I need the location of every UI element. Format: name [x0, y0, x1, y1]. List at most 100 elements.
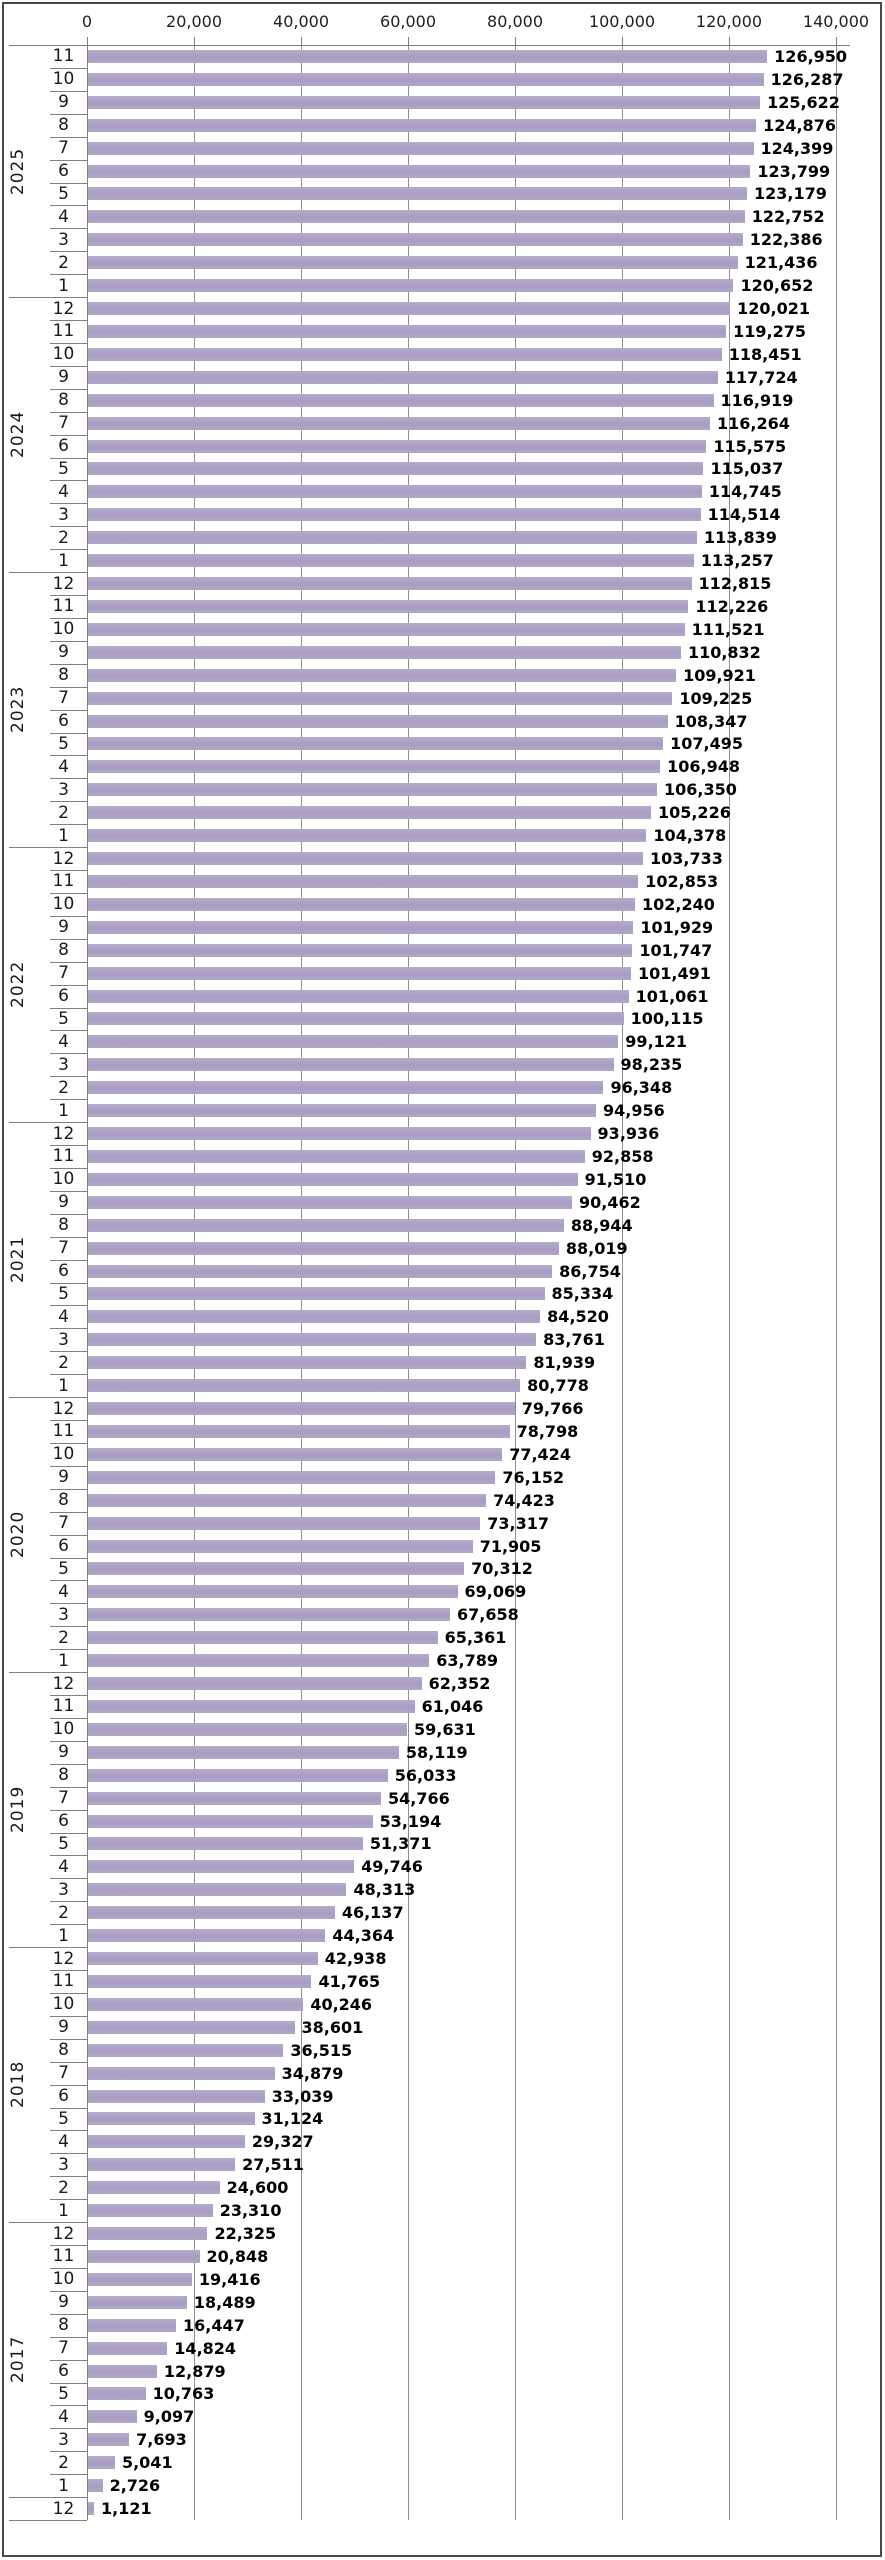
bar-value-label: 122,752 — [751, 207, 825, 227]
bar-value-label: 106,948 — [667, 757, 741, 777]
bar — [88, 577, 692, 591]
bar-value-label: 102,853 — [645, 871, 719, 891]
bar — [88, 2227, 208, 2241]
bar-value-label: 91,510 — [584, 1169, 647, 1189]
bar — [88, 233, 743, 247]
bar-value-label: 24,600 — [226, 2178, 289, 2198]
bar — [88, 1241, 559, 1255]
month-label: 4 — [58, 1031, 69, 1052]
year-label: 2024 — [8, 410, 28, 459]
bar-value-label: 56,033 — [394, 1765, 457, 1785]
gridline — [836, 45, 837, 2520]
bar — [88, 187, 747, 201]
bar — [88, 2479, 103, 2493]
bar-value-label: 61,046 — [421, 1696, 484, 1716]
bar — [88, 1195, 572, 1209]
bar-value-label: 107,495 — [670, 734, 743, 754]
bar — [88, 1585, 458, 1599]
month-separator-tick — [50, 2199, 87, 2201]
month-separator-tick — [50, 1809, 87, 1811]
x-axis-tick-label: 0 — [81, 12, 93, 31]
month-separator-tick — [50, 801, 87, 803]
month-separator-tick — [50, 2176, 87, 2178]
bar — [88, 1814, 373, 1828]
bar-value-label: 86,754 — [559, 1261, 621, 1281]
month-separator-tick — [50, 1992, 87, 1994]
bar — [88, 118, 757, 132]
bar-value-label: 125,622 — [767, 92, 840, 112]
month-label: 10 — [52, 344, 75, 365]
month-separator-tick — [50, 778, 87, 780]
bar-value-label: 41,765 — [318, 1971, 381, 1991]
month-separator-tick — [50, 824, 87, 826]
month-separator-tick — [50, 2336, 87, 2338]
bar-value-label: 40,246 — [310, 1994, 373, 2014]
bar — [88, 279, 734, 293]
bar-value-label: 54,766 — [387, 1788, 450, 1808]
month-separator-tick — [50, 2451, 87, 2453]
bar — [88, 1012, 624, 1026]
month-separator-tick — [50, 938, 87, 940]
month-label: 5 — [58, 2108, 69, 2129]
bar-value-label: 123,799 — [757, 161, 831, 181]
month-label: 6 — [58, 2086, 69, 2107]
month-label: 2 — [58, 1902, 69, 1923]
bar-value-label: 101,491 — [637, 963, 711, 983]
bar — [88, 760, 661, 774]
bar-value-label: 67,658 — [456, 1605, 519, 1625]
month-separator-tick — [50, 90, 87, 92]
bar — [88, 2433, 130, 2447]
month-label: 11 — [52, 2246, 75, 2267]
bar-value-label: 62,352 — [428, 1674, 491, 1694]
year-separator-tick — [9, 847, 87, 849]
year-separator-tick — [9, 297, 87, 299]
bar — [88, 1127, 591, 1141]
month-label: 4 — [58, 756, 69, 777]
x-axis-tick-label: 20,000 — [166, 12, 222, 31]
bar — [88, 1860, 355, 1874]
month-label: 11 — [52, 1971, 75, 1992]
bar — [88, 2158, 236, 2172]
month-label: 9 — [58, 1192, 69, 1213]
month-label: 4 — [58, 2406, 69, 2427]
month-label: 1 — [58, 825, 69, 846]
month-label: 1 — [58, 1375, 69, 1396]
bar — [88, 2318, 176, 2332]
bar-value-label: 105,226 — [657, 803, 731, 823]
month-separator-tick — [50, 67, 87, 69]
bar-value-label: 109,225 — [679, 688, 753, 708]
bar — [88, 1837, 363, 1851]
bar-value-label: 51,371 — [369, 1834, 432, 1854]
month-label: 6 — [58, 1811, 69, 1832]
month-label: 9 — [58, 2292, 69, 2313]
bar-value-label: 44,364 — [332, 1926, 395, 1946]
month-label: 2 — [58, 802, 69, 823]
bar — [88, 1677, 422, 1691]
month-label: 9 — [58, 2017, 69, 2038]
month-label: 2 — [58, 2452, 69, 2473]
month-separator-tick — [50, 686, 87, 688]
bar — [88, 1562, 465, 1576]
bar-value-label: 110,832 — [687, 642, 761, 662]
bar — [88, 2089, 265, 2103]
year-separator-tick — [9, 1947, 87, 1949]
bar-value-label: 77,424 — [509, 1444, 571, 1464]
bar — [88, 829, 647, 843]
month-label: 8 — [58, 665, 69, 686]
bar-value-label: 109,921 — [683, 665, 756, 685]
month-separator-tick — [50, 2359, 87, 2361]
bar — [88, 1906, 335, 1920]
bar — [88, 783, 657, 797]
bar — [88, 1333, 537, 1347]
bar — [88, 1172, 578, 1186]
bar — [88, 1356, 527, 1370]
month-label: 8 — [58, 2315, 69, 2336]
bar-value-label: 104,378 — [653, 826, 727, 846]
bar-value-label: 108,347 — [674, 711, 748, 731]
x-axis-tick-label: 140,000 — [802, 12, 870, 31]
bar-value-label: 53,194 — [379, 1811, 442, 1831]
bar — [88, 2364, 157, 2378]
bar — [88, 1379, 521, 1393]
bar-value-label: 88,019 — [565, 1238, 628, 1258]
month-separator-tick — [50, 1374, 87, 1376]
